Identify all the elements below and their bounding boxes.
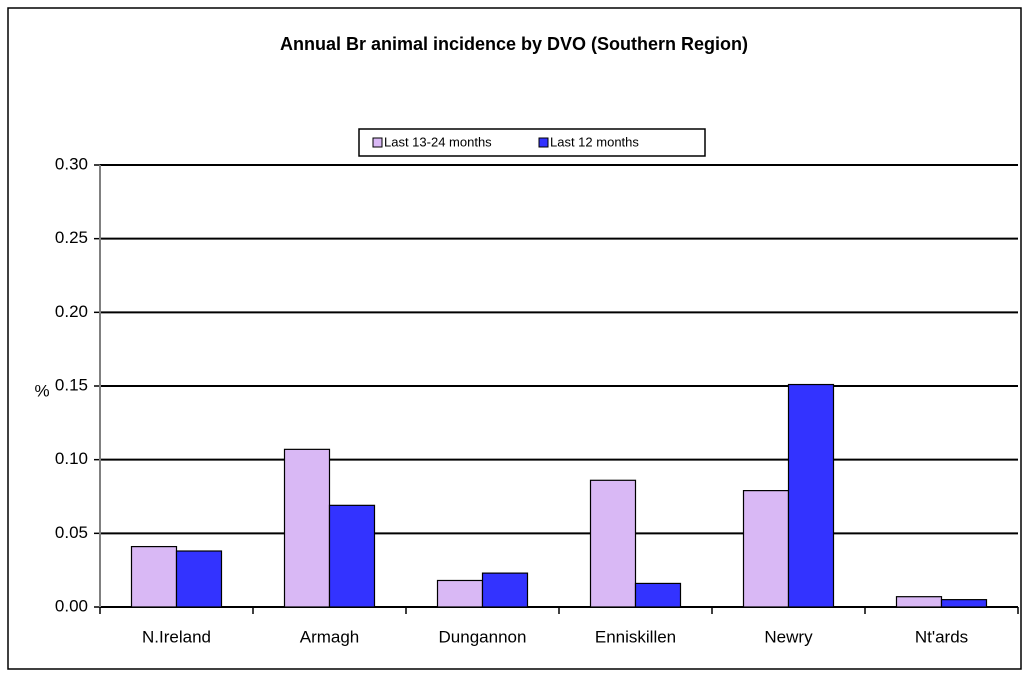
x-tick-label: Nt'ards	[915, 627, 968, 646]
bar	[436, 579, 484, 608]
bar	[940, 599, 988, 608]
bar	[895, 596, 943, 608]
x-tick-label: Newry	[764, 627, 813, 646]
bar	[283, 448, 331, 608]
y-tick-label: 0.15	[55, 375, 88, 394]
y-tick-label: 0.20	[55, 302, 88, 321]
chart-title: Annual Br animal incidence by DVO (South…	[280, 34, 748, 54]
y-tick-label: 0.05	[55, 523, 88, 542]
y-tick-label: 0.25	[55, 228, 88, 247]
y-tick-label: 0.10	[55, 449, 88, 468]
y-tick-label: 0.30	[55, 154, 88, 173]
x-tick-label: Armagh	[300, 627, 360, 646]
bar	[634, 582, 682, 608]
x-tick-label: Dungannon	[439, 627, 527, 646]
bar	[328, 504, 376, 608]
bar	[589, 479, 637, 608]
legend-swatch	[538, 137, 549, 148]
y-tick-label: 0.00	[55, 596, 88, 615]
bar	[175, 550, 223, 608]
bar	[742, 490, 790, 608]
y-axis-label: %	[34, 381, 49, 400]
legend-swatch	[372, 137, 383, 148]
bar	[481, 572, 529, 608]
bar	[130, 545, 178, 608]
bar	[787, 383, 835, 608]
x-tick-label: N.Ireland	[142, 627, 211, 646]
legend-label: Last 12 months	[550, 134, 639, 149]
x-tick-label: Enniskillen	[595, 627, 676, 646]
legend-box	[358, 128, 706, 157]
legend-label: Last 13-24 months	[384, 134, 492, 149]
